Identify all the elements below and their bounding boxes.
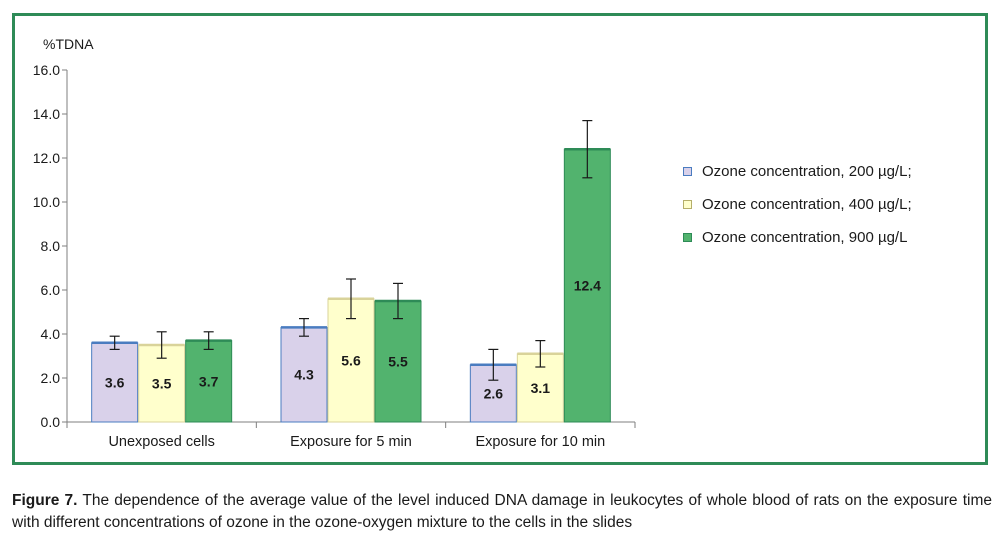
figure-label: Figure 7. (12, 492, 78, 509)
bar (374, 300, 422, 423)
y-tick-label: 16.0 (33, 62, 60, 78)
data-label: 3.5 (152, 376, 172, 392)
bar-chart: 0.0 2.0 4.0 6.0 8.0 10.0 12.0 14.0 16.0 %TDNA 3.6 3… (33, 36, 636, 450)
y-tick-label: 0.0 (41, 414, 61, 430)
y-tick-label: 4.0 (41, 326, 61, 342)
legend-swatch-200 (683, 167, 692, 176)
data-label: 2.6 (484, 385, 504, 401)
data-label: 3.1 (531, 380, 551, 396)
data-label: 3.7 (199, 373, 219, 389)
y-tick-label: 8.0 (41, 238, 61, 254)
legend-label: Ozone concentration, 900 µg/L (702, 229, 908, 246)
y-tick-label: 12.0 (33, 150, 60, 166)
x-category-label: Exposure for 10 min (475, 434, 605, 450)
legend-swatch-400 (683, 200, 692, 209)
x-category-label: Exposure for 5 min (290, 434, 412, 450)
x-category-label: Unexposed cells (108, 434, 214, 450)
legend-item: Ozone concentration, 200 µg/L; (683, 155, 912, 188)
legend-label: Ozone concentration, 400 µg/L; (702, 196, 912, 213)
data-label: 12.4 (574, 278, 601, 294)
data-label: 5.5 (388, 354, 408, 370)
legend-item: Ozone concentration, 400 µg/L; (683, 188, 912, 221)
bar (280, 326, 328, 423)
legend-item: Ozone concentration, 900 µg/L (683, 221, 912, 254)
legend: Ozone concentration, 200 µg/L; Ozone con… (683, 155, 912, 254)
y-axis-label: %TDNA (43, 36, 94, 52)
y-tick-label: 2.0 (41, 370, 61, 386)
bar (327, 298, 375, 423)
data-label: 3.6 (105, 374, 125, 390)
legend-label: Ozone concentration, 200 µg/L; (702, 163, 912, 180)
data-label: 5.6 (341, 352, 361, 368)
figure-caption: Figure 7. The dependence of the average … (12, 490, 992, 534)
figure-caption-text: The dependence of the average value of t… (12, 492, 992, 531)
y-tick-label: 14.0 (33, 106, 60, 122)
y-tick-label: 10.0 (33, 194, 60, 210)
chart-frame: 0.0 2.0 4.0 6.0 8.0 10.0 12.0 14.0 16.0 %TDNA 3.6 3… (12, 13, 988, 465)
bar (91, 342, 139, 423)
bar (563, 148, 611, 423)
legend-swatch-900 (683, 233, 692, 242)
y-tick-label: 6.0 (41, 282, 61, 298)
data-label: 4.3 (294, 367, 314, 383)
bar (185, 340, 233, 423)
